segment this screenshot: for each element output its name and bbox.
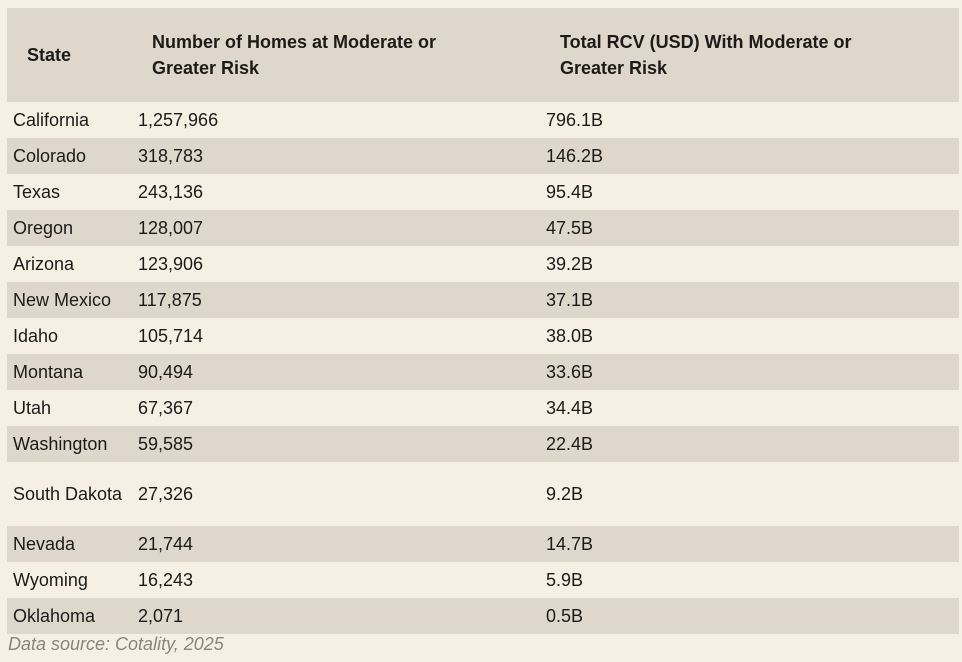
cell-state: New Mexico [13,290,112,310]
table-row: Montana 90,494 33.6B [7,354,959,390]
cell-rcv: 22.4B [546,434,594,454]
cell-homes: 2,071 [138,606,184,626]
cell-homes: 318,783 [138,146,204,166]
cell-homes: 123,906 [138,254,204,274]
table-row: Oregon 128,007 47.5B [7,210,959,246]
cell-rcv: 37.1B [546,290,594,310]
cell-rcv: 34.4B [546,398,594,418]
cell-state: Nevada [13,534,76,554]
cell-homes: 90,494 [138,362,194,382]
table-row: Colorado 318,783 146.2B [7,138,959,174]
cell-rcv: 9.2B [546,484,584,504]
cell-rcv: 14.7B [546,534,594,554]
cell-state: Arizona [13,254,75,274]
cell-state: California [13,110,90,130]
table-row: New Mexico 117,875 37.1B [7,282,959,318]
cell-state: Colorado [13,146,87,166]
cell-homes: 67,367 [138,398,194,418]
header-row: State Number of Homes at Moderate or Gre… [7,8,959,102]
table-row: Texas 243,136 95.4B [7,174,959,210]
cell-state: Oklahoma [13,606,96,626]
cell-homes: 1,257,966 [138,110,219,130]
cell-homes: 105,714 [138,326,204,346]
cell-state: Idaho [13,326,59,346]
cell-state: Oregon [13,218,74,238]
cell-state: Wyoming [13,570,88,590]
cell-rcv: 39.2B [546,254,594,274]
cell-homes: 59,585 [138,434,194,454]
table-row: Nevada 21,744 14.7B [7,526,959,562]
cell-state: South Dakota [13,484,123,504]
data-source-note: Data source: Cotality, 2025 [8,634,224,654]
cell-state: Montana [13,362,84,382]
table-row: Washington 59,585 22.4B [7,426,959,462]
cell-rcv: 47.5B [546,218,594,238]
cell-rcv: 33.6B [546,362,594,382]
risk-table-container: State Number of Homes at Moderate or Gre… [7,8,959,634]
cell-rcv: 796.1B [546,110,604,130]
table-row: Arizona 123,906 39.2B [7,246,959,282]
cell-homes: 16,243 [138,570,194,590]
header-homes: Number of Homes at Moderate or Greater R… [152,32,437,78]
cell-homes: 21,744 [138,534,194,554]
table-row: Idaho 105,714 38.0B [7,318,959,354]
cell-rcv: 95.4B [546,182,594,202]
table-row: Utah 67,367 34.4B [7,390,959,426]
cell-homes: 243,136 [138,182,204,202]
table-row: South Dakota 27,326 9.2B [7,462,959,526]
cell-homes: 27,326 [138,484,194,504]
header-rcv: Total RCV (USD) With Moderate or Greater… [560,32,852,78]
risk-table: State Number of Homes at Moderate or Gre… [7,8,959,634]
header-state: State [27,45,72,65]
cell-rcv: 146.2B [546,146,604,166]
cell-rcv: 38.0B [546,326,594,346]
table-row: Oklahoma 2,071 0.5B [7,598,959,634]
cell-homes: 128,007 [138,218,204,238]
table-header: State Number of Homes at Moderate or Gre… [7,8,959,102]
cell-state: Texas [13,182,61,202]
table-row: Wyoming 16,243 5.9B [7,562,959,598]
cell-state: Utah [13,398,52,418]
cell-rcv: 5.9B [546,570,584,590]
table-row: California 1,257,966 796.1B [7,102,959,138]
cell-homes: 117,875 [138,290,202,310]
cell-rcv: 0.5B [546,606,584,626]
cell-state: Washington [13,434,108,454]
